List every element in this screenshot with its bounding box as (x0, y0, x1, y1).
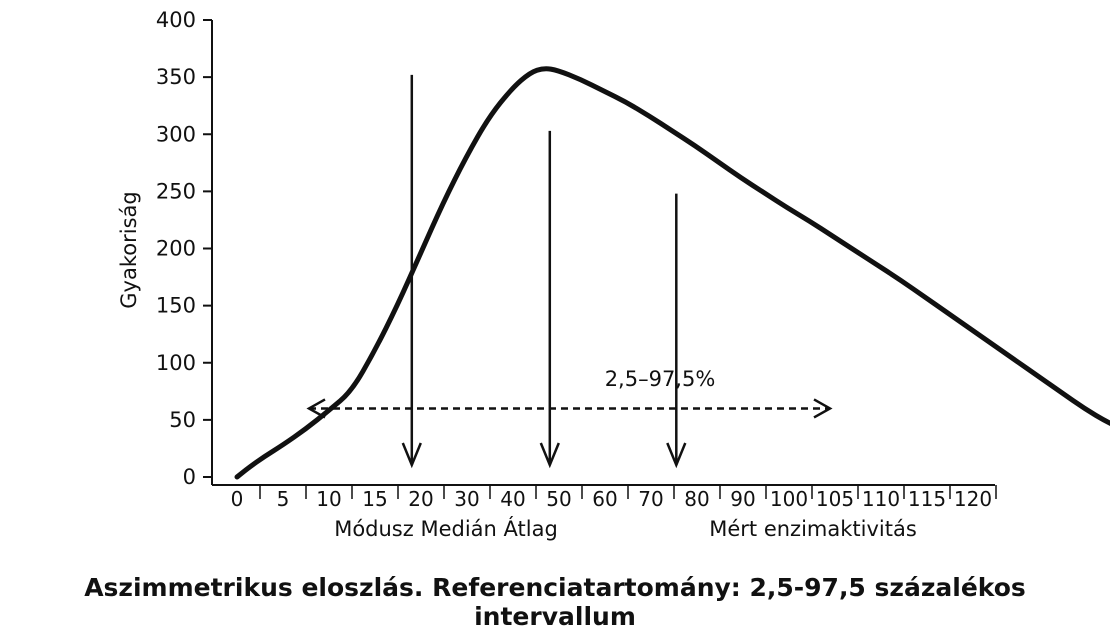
x-tick-label: 70 (638, 487, 663, 511)
marker-arrow-head (539, 442, 560, 469)
y-tick-label: 100 (156, 351, 196, 375)
interval-arrow (306, 398, 833, 419)
x-tick-label: 40 (500, 487, 525, 511)
x-tick-label: 20 (408, 487, 433, 511)
axes (211, 20, 995, 486)
x-tick-label: 5 (277, 487, 290, 511)
y-tick-label: 200 (156, 237, 196, 261)
interval-label: 2,5–97,5% (605, 367, 716, 391)
x-tick-label: 105 (816, 487, 854, 511)
x-tick-label: 15 (362, 487, 387, 511)
y-tick-label: 0 (183, 465, 196, 489)
distribution-curve (234, 66, 1110, 480)
interval-arrow-left (306, 398, 326, 419)
x-tick-label: 0 (231, 487, 244, 511)
x-ticks: 0 5 10 15 20 30 40 50 60 70 80 90 100 105 110 115 120 (231, 485, 997, 511)
x-axis-label-statistics: Módusz Medián Átlag (334, 516, 558, 541)
marker-arrow-head (401, 442, 422, 469)
y-tick-label: 300 (156, 122, 196, 146)
y-tick-label: 50 (169, 408, 196, 432)
y-tick-label: 150 (156, 294, 196, 318)
x-axis-label-measured: Mért enzimaktivitás (709, 517, 917, 541)
y-axis-label: Gyakoriság (117, 191, 141, 308)
y-tick-label: 250 (156, 179, 196, 203)
y-tick-label: 400 (156, 8, 196, 32)
x-tick-label: 100 (770, 487, 808, 511)
x-tick-label: 120 (954, 487, 992, 511)
marker-arrow-head (666, 442, 687, 469)
x-tick-label: 30 (454, 487, 479, 511)
x-tick-label: 90 (730, 487, 755, 511)
x-tick-label: 80 (684, 487, 709, 511)
x-tick-label: 60 (592, 487, 617, 511)
y-tick-label: 350 (156, 65, 196, 89)
figure-caption: Aszimmetrikus eloszlás. Referenciatartom… (84, 573, 1026, 631)
y-ticks: 0 50 100 150 200 250 300 350 400 (156, 8, 212, 489)
x-tick-label: 50 (546, 487, 571, 511)
marker-arrows (401, 74, 687, 469)
x-tick-label: 10 (316, 487, 341, 511)
x-tick-label: 110 (862, 487, 900, 511)
chart-svg: 0 50 100 150 200 250 300 350 400 0 5 10 15 20 30 40 50 6… (117, 8, 1110, 541)
interval-arrow-right (813, 398, 833, 419)
x-tick-label: 115 (908, 487, 946, 511)
